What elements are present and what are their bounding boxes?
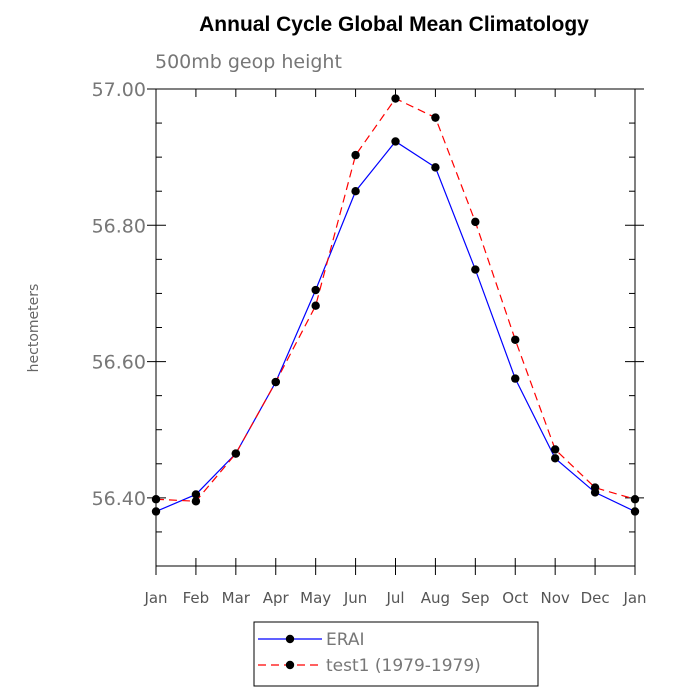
series-2-point bbox=[391, 94, 400, 103]
series-2-point bbox=[271, 377, 280, 387]
legend-label-1: ERAI bbox=[326, 630, 365, 650]
x-tick-label: Apr bbox=[263, 589, 290, 607]
x-tick-label: Jul bbox=[385, 589, 404, 607]
series-2-point bbox=[231, 449, 241, 458]
y-tick-label: 56.60 bbox=[92, 352, 146, 374]
series-1-point bbox=[511, 374, 520, 383]
series-1-point bbox=[550, 454, 560, 463]
legend-marker-1 bbox=[285, 634, 295, 644]
series-layer bbox=[151, 94, 640, 516]
series-2-point bbox=[511, 335, 520, 344]
legend: ERAI test1 (1979-1979) bbox=[253, 621, 539, 687]
series-1-point bbox=[630, 507, 640, 516]
x-tick-label: Nov bbox=[541, 589, 570, 607]
x-tick-label: Dec bbox=[581, 589, 610, 607]
series-2-point bbox=[590, 483, 600, 492]
series-2-point bbox=[630, 495, 640, 504]
x-tick-label: Jan bbox=[143, 589, 167, 607]
x-tick-label: Mar bbox=[222, 589, 251, 607]
y-tick-label: 56.80 bbox=[92, 215, 146, 237]
series-2-point bbox=[311, 301, 320, 310]
series-2-point bbox=[471, 217, 480, 227]
x-tick-label: Sep bbox=[461, 589, 489, 607]
legend-marker-2 bbox=[285, 660, 295, 670]
x-tick-label: Oct bbox=[502, 589, 528, 607]
series-2-point bbox=[351, 150, 360, 160]
x-tick-label: Feb bbox=[183, 589, 210, 607]
x-tick-label: May bbox=[300, 589, 331, 607]
plot-frame bbox=[155, 88, 636, 567]
series-1-point bbox=[431, 163, 440, 172]
y-axis-label: hectometers bbox=[26, 284, 42, 373]
chart-subtitle: 500mb geop height bbox=[155, 51, 342, 73]
x-tick-label: Jan bbox=[622, 589, 646, 607]
chart-title: Annual Cycle Global Mean Climatology bbox=[199, 13, 589, 36]
axis-ticks bbox=[147, 88, 644, 575]
x-tick-labels: Jan Feb Mar Apr May Jun Jul Aug Sep Oct Nov Dec Jan bbox=[143, 589, 646, 607]
series-2-point bbox=[191, 497, 201, 506]
x-tick-label: Aug bbox=[421, 589, 450, 607]
legend-label-2: test1 (1979-1979) bbox=[326, 656, 481, 676]
series-line-2 bbox=[155, 97, 636, 502]
series-1-point bbox=[351, 187, 360, 196]
series-2-point bbox=[151, 495, 161, 504]
y-tick-label: 56.40 bbox=[92, 488, 146, 510]
series-1-point bbox=[311, 285, 320, 295]
series-2-point bbox=[550, 445, 560, 454]
series-1-point bbox=[151, 507, 161, 516]
legend-box bbox=[253, 621, 539, 687]
y-tick-label: 57.00 bbox=[92, 79, 146, 101]
y-tick-labels: 56.40 56.60 56.80 57.00 bbox=[92, 79, 146, 510]
series-1-point bbox=[391, 137, 400, 146]
series-1-point bbox=[191, 490, 201, 499]
x-tick-label: Jun bbox=[343, 589, 367, 607]
series-2-point bbox=[431, 113, 440, 122]
series-line-1 bbox=[155, 140, 636, 513]
series-1-point bbox=[471, 265, 480, 274]
